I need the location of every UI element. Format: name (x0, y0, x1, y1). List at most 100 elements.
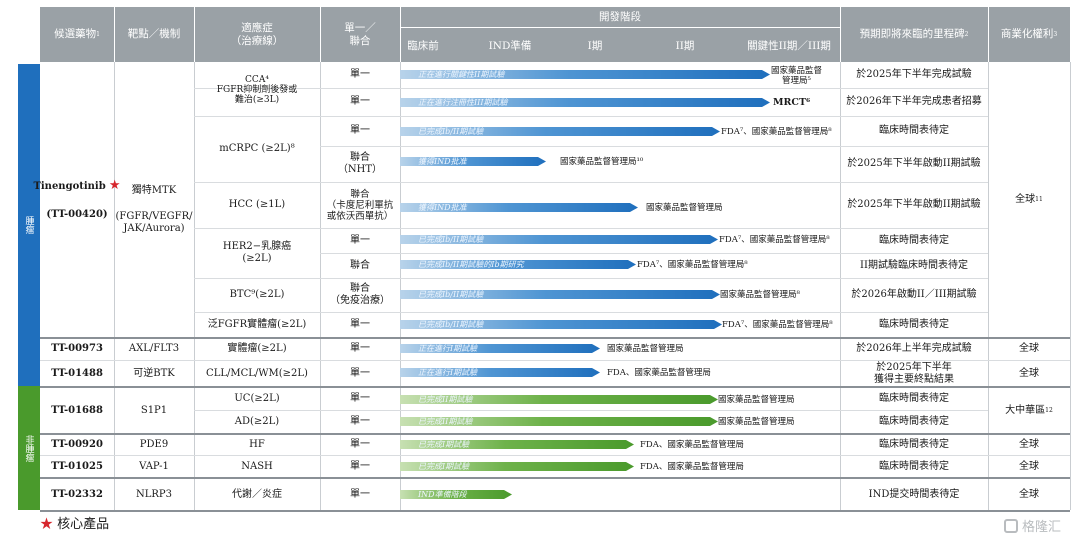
bar-label: 已完成Ib/II期試驗 (418, 235, 484, 244)
row-line (194, 410, 988, 411)
indication-cell: 實體瘤(≥2L) (227, 343, 287, 354)
candidate-name: TT-00920 (51, 438, 103, 450)
header-stage-phase2: II期 (675, 39, 695, 52)
indication-cell: UC(≥2L) (234, 393, 280, 404)
regimen-cell: 單一 (350, 488, 370, 500)
agency-label: 國家藥品監督管理局⁸ (720, 290, 800, 300)
rights-cell: 全球 (1019, 438, 1039, 450)
bar-label: 正在進行I期試驗 (418, 344, 478, 353)
indication-pan-fgfr: 泛FGFR實體瘤(≥2L) (207, 318, 307, 330)
core-product-star-icon: ★ (40, 517, 54, 532)
target-cell: 可逆BTK (133, 367, 175, 379)
progress-bar: 已完成Ib/II期試驗的Ib期研究 (400, 260, 636, 269)
agency-label: 國家藥品監督管理局 (607, 344, 684, 354)
target-secondary: (FGFR/VEGFR/ JAK/Aurora) (115, 211, 193, 234)
progress-bar: 已完成Ib/II期試驗 (400, 235, 718, 244)
bar-label: 獲得IND批准 (418, 157, 467, 166)
header-sep (320, 7, 321, 62)
header-sep (840, 7, 841, 62)
progress-bar: IND準備階段 (400, 490, 512, 499)
candidate-name: TT-01488 (51, 367, 103, 379)
progress-bar: 正在進行關鍵性II期試驗 (400, 70, 770, 79)
progress-bar: 正在進行注冊性III期試驗 (400, 98, 770, 107)
header-stage-phase1: I期 (587, 39, 603, 52)
bar-label: 正在進行注冊性III期試驗 (418, 98, 508, 107)
regimen-cell: 單一 (350, 367, 370, 379)
header-indication: 適應症 （治療線） (230, 21, 284, 47)
rights-sup: 12 (1045, 406, 1053, 414)
progress-bar: 已完成Ib/II期試驗 (400, 290, 720, 299)
watermark: 格隆汇 (1004, 516, 1061, 535)
candidate-tinengotinib: Tinengotinib ★ (TT-00420) (33, 170, 120, 230)
rights-cell: 全球 (1019, 343, 1039, 354)
rights-sup: 11 (1035, 195, 1043, 203)
milestone-cell: II期試驗臨床時間表待定 (860, 259, 968, 271)
header-milestone-label: 預期即將來臨的里程碑 (859, 28, 965, 40)
row-line (40, 455, 1070, 456)
agency-label: FDA⁷、國家藥品監督管理局⁸ (721, 127, 832, 137)
row-line (194, 116, 988, 117)
milestone-cell: 於2025年下半年完成試驗 (856, 69, 972, 80)
grid-line (988, 62, 989, 510)
rights-cell: 全球 (1019, 460, 1039, 472)
target-cell: AXL/FLT3 (128, 343, 180, 354)
indication-cell: 代謝／炎症 (232, 488, 282, 500)
progress-bar: 正在進行I期試驗 (400, 368, 600, 377)
progress-bar: 已完成II期試驗 (400, 417, 718, 426)
grid-line (400, 62, 401, 510)
regimen-cell: 聯合 （免疫治療） (330, 283, 390, 306)
header-stage-divider (400, 27, 840, 28)
grid-line (840, 62, 841, 510)
row-line (194, 228, 988, 229)
agency-label: FDA⁷、國家藥品監督管理局⁸ (722, 320, 833, 330)
rights-cell: 大中華區 12 (988, 388, 1070, 433)
regimen-cell: 單一 (350, 343, 370, 354)
header-stage-ind: IND準備 (488, 39, 532, 52)
regimen-cell: 單一 (350, 69, 370, 80)
bar-label: IND準備階段 (418, 490, 467, 499)
header-candidate: 候選藥物 1 (40, 7, 114, 62)
agency-label: FDA、國家藥品監督管理局 (607, 368, 711, 378)
block-line (40, 433, 1070, 435)
block-line (40, 477, 1070, 479)
non-oncology-sidebar: 非腫瘤 (18, 386, 40, 510)
regimen-cell: 聯合 （卡度尼利單抗 或依沃西單抗） (326, 188, 394, 222)
target-cell: PDE9 (139, 438, 169, 450)
header-stage-pivotal: 關鍵性II期／III期 (747, 39, 831, 52)
agency-label: 國家藥品監督管理局 (646, 203, 723, 213)
target-cell: NLRP3 (135, 488, 172, 500)
header-sep (114, 7, 115, 62)
block-line (40, 386, 1070, 388)
target-cell: VAP-1 (139, 460, 169, 472)
bar-label: 已完成II期試驗 (418, 395, 473, 404)
agency-label: MRCT⁶ (773, 97, 811, 108)
indication-cca: CCA⁴ FGFR抑制劑後發或 難治(≥3L) (216, 75, 298, 105)
progress-bar: 獲得IND批准 (400, 203, 638, 212)
regimen-cell: 單一 (350, 318, 370, 330)
row-line (194, 88, 988, 89)
regimen-cell: 單一 (350, 234, 370, 246)
candidate-name: TT-01025 (51, 460, 103, 472)
milestone-cell: IND提交時間表待定 (868, 488, 960, 500)
regimen-cell: 聯合 （NHT） (337, 152, 383, 175)
bar-label: 正在進行I期試驗 (418, 368, 478, 377)
progress-bar: 已完成I期試驗 (400, 462, 634, 471)
milestone-cell: 臨床時間表待定 (879, 460, 949, 472)
header-sep (194, 7, 195, 62)
core-product-label: 核心產品 (57, 517, 110, 532)
progress-bar: 已完成I期試驗 (400, 440, 634, 449)
progress-bar: 獲得IND批准 (400, 157, 546, 166)
progress-bar: 已完成Ib/II期試驗 (400, 127, 720, 136)
bar-label: 獲得IND批准 (418, 203, 467, 212)
header-milestone: 預期即將來臨的里程碑 2 (840, 7, 988, 62)
candidate-name: TT-02332 (51, 488, 103, 500)
header-regimen: 單一／ 聯合 (344, 21, 376, 47)
watermark-logo-icon (1004, 518, 1018, 533)
bar-label: 已完成I期試驗 (418, 462, 470, 471)
milestone-cell: 於2026年啟動II／III期試驗 (851, 289, 977, 300)
agency-label: FDA、國家藥品監督管理局 (640, 462, 744, 472)
progress-bar: 已完成II期試驗 (400, 395, 718, 404)
milestone-cell: 臨床時間表待定 (879, 234, 949, 246)
candidate-code: (TT-00420) (46, 208, 108, 220)
candidate-name-line: Tinengotinib ★ (33, 179, 120, 193)
